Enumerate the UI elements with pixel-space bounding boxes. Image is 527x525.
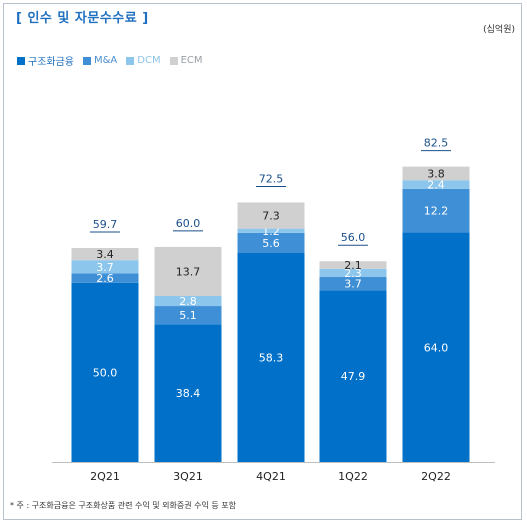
bar-segment-4Q21-0 bbox=[237, 252, 305, 462]
x-tick-label: 3Q21 bbox=[173, 470, 203, 483]
legend-swatch-ecm bbox=[169, 56, 178, 65]
segment-value-label: 3.4 bbox=[96, 248, 114, 261]
segment-value-label: 5.1 bbox=[179, 309, 197, 322]
bar-segment-3Q21-1 bbox=[154, 306, 222, 325]
bar-segment-4Q21-1 bbox=[237, 232, 305, 253]
bar-segment-3Q21-3 bbox=[154, 246, 222, 297]
bar-segment-4Q21-3 bbox=[237, 202, 305, 229]
x-tick-label: 1Q22 bbox=[338, 470, 368, 483]
legend-label: M&A bbox=[94, 55, 118, 66]
bar-segment-1Q22-1 bbox=[319, 277, 387, 291]
footnote: * 주 : 구조화금융은 구조화상품 관련 수익 및 외화증권 수익 등 포함 bbox=[10, 501, 237, 510]
segment-value-label: 2.8 bbox=[179, 295, 197, 308]
legend-item-structured-finance: 구조화금융 bbox=[17, 53, 74, 68]
legend-label: DCM bbox=[137, 55, 161, 66]
segment-value-label: 13.7 bbox=[176, 265, 201, 278]
x-tick-label: 2Q22 bbox=[421, 470, 451, 483]
bar-segment-2Q22-3 bbox=[402, 166, 470, 181]
bar-segment-2Q22-0 bbox=[402, 232, 470, 462]
total-value-label: 56.0 bbox=[341, 231, 366, 244]
chart-frame bbox=[3, 3, 522, 520]
chart-title: [ 인수 및 자문수수료 ] bbox=[16, 11, 149, 26]
bar-segment-1Q22-2 bbox=[319, 268, 387, 278]
bar-segment-2Q22-2 bbox=[402, 180, 470, 189]
x-tick-label: 4Q21 bbox=[256, 470, 286, 483]
segment-value-label: 47.9 bbox=[341, 370, 366, 383]
legend-label: ECM bbox=[180, 55, 203, 66]
segment-value-label: 5.6 bbox=[262, 237, 280, 250]
bar-segment-3Q21-2 bbox=[154, 296, 222, 307]
legend-label: 구조화금융 bbox=[28, 57, 74, 68]
legend-item-ecm: ECM bbox=[169, 55, 203, 66]
segment-value-label: 3.8 bbox=[427, 167, 445, 180]
unit-label: (십억원) bbox=[483, 25, 515, 35]
legend-item-ma: M&A bbox=[83, 55, 117, 66]
x-tick-label: 2Q21 bbox=[90, 470, 120, 483]
legend: 구조화금융 M&A DCM ECM bbox=[17, 53, 203, 68]
bar-segment-2Q22-1 bbox=[402, 188, 470, 233]
segment-value-label: 58.3 bbox=[259, 351, 284, 364]
total-value-label: 60.0 bbox=[176, 217, 201, 230]
bar-segment-2Q21-1 bbox=[71, 273, 139, 283]
legend-item-dcm: DCM bbox=[126, 55, 161, 66]
segment-value-label: 7.3 bbox=[262, 210, 280, 223]
segment-value-label: 2.1 bbox=[344, 259, 362, 272]
segment-value-label: 2.4 bbox=[427, 179, 445, 192]
total-value-label: 72.5 bbox=[259, 172, 284, 185]
segment-value-label: 12.2 bbox=[424, 205, 449, 218]
segment-value-label: 3.7 bbox=[96, 261, 114, 274]
segment-value-label: 2.6 bbox=[96, 272, 114, 285]
bar-segment-1Q22-3 bbox=[319, 261, 387, 269]
segment-value-label: 50.0 bbox=[93, 366, 118, 379]
segment-value-label: 64.0 bbox=[424, 341, 449, 354]
legend-swatch-dcm bbox=[126, 56, 135, 65]
bar-segment-2Q21-0 bbox=[71, 282, 139, 462]
bar-segment-2Q21-2 bbox=[71, 260, 139, 274]
bar-segment-4Q21-2 bbox=[237, 228, 305, 233]
legend-swatch-structured-finance bbox=[17, 56, 25, 65]
total-value-label: 82.5 bbox=[424, 137, 449, 150]
segment-value-label: 2.3 bbox=[344, 267, 362, 280]
segment-value-label: 38.4 bbox=[176, 387, 201, 400]
segment-value-label: 3.7 bbox=[344, 278, 362, 291]
total-value-label: 59.7 bbox=[93, 218, 118, 231]
bar-segment-2Q21-3 bbox=[71, 247, 139, 261]
bar-segment-3Q21-0 bbox=[154, 324, 222, 462]
bar-segment-1Q22-0 bbox=[319, 290, 387, 462]
legend-swatch-ma bbox=[83, 56, 91, 65]
